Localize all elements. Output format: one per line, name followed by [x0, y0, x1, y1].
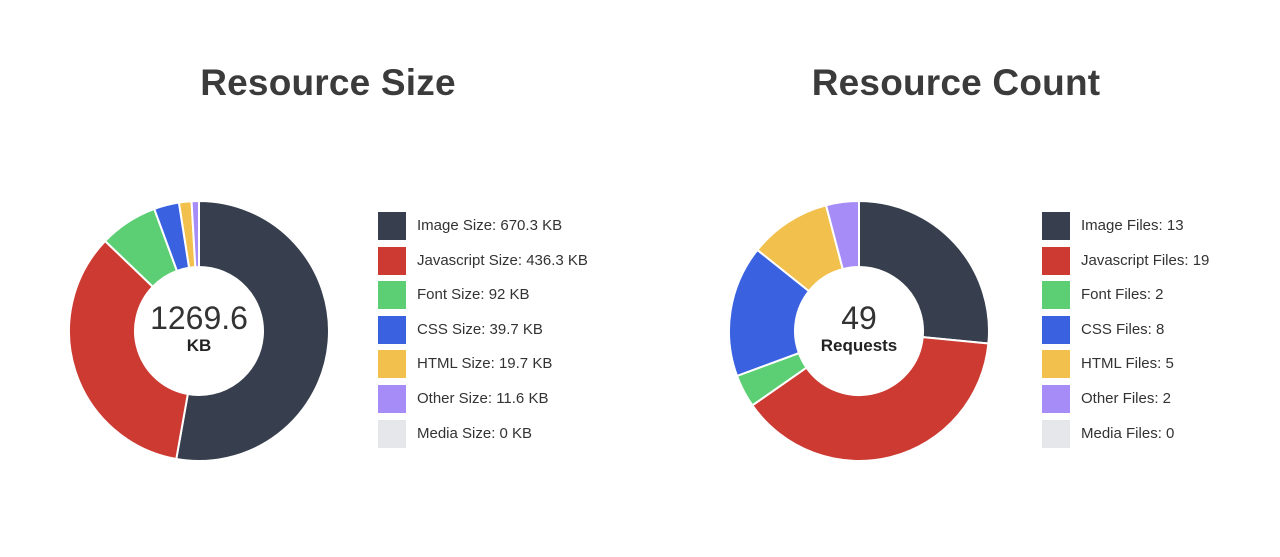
- legend-label: HTML Size: 19.7 KB: [417, 355, 553, 373]
- legend-swatch: [378, 212, 406, 240]
- legend-label: Javascript Size: 436.3 KB: [417, 251, 588, 269]
- donut-slice-javascript-size[interactable]: [68, 239, 189, 461]
- chart-title: Resource Count: [811, 62, 1101, 103]
- legend-label: CSS Size: 39.7 KB: [417, 320, 543, 338]
- donut-slice-javascript-files[interactable]: [750, 336, 990, 462]
- center-unit-label: KB: [186, 336, 212, 355]
- legend-label: HTML Files: 5: [1081, 355, 1174, 373]
- resource-size-donut-svg: [68, 199, 330, 462]
- legend-swatch: [1042, 385, 1070, 413]
- donut-center-label: 1269.6 KB: [67, 302, 331, 354]
- donut-center-label: 49 Requests: [727, 302, 991, 354]
- legend-swatch: [1042, 315, 1070, 344]
- chart-title: Resource Size: [200, 62, 456, 103]
- donut-slice-image-size[interactable]: [175, 199, 330, 462]
- legend-label: Font Files: 2: [1081, 286, 1164, 304]
- resource-size-panel: Resource Size 1269.6 KB Image Size: 670.…: [67, 62, 588, 463]
- legend-label: Image Size: 670.3 KB: [417, 217, 563, 234]
- donut-slice-other-files[interactable]: [824, 199, 860, 271]
- legend-label: Other Files: 2: [1081, 390, 1172, 407]
- donut-slice-css-files[interactable]: [728, 248, 811, 378]
- center-total-value: 49: [841, 300, 877, 336]
- legend-label: Font Size: 92 KB: [417, 286, 530, 304]
- legend-swatch: [1042, 212, 1070, 240]
- legend-label: Image Files: 13: [1081, 217, 1184, 234]
- resource-size-donut: 1269.6 KB: [67, 199, 331, 463]
- legend-label: Other Size: 11.6 KB: [417, 390, 549, 407]
- legend-swatch: [1042, 246, 1070, 275]
- legend-swatch: [378, 419, 406, 448]
- legend-swatch: [378, 385, 406, 413]
- center-total-value: 1269.6: [150, 300, 248, 336]
- legend-label: Media Files: 0: [1081, 424, 1175, 442]
- legend-label: Media Size: 0 KB: [417, 424, 533, 442]
- legend-swatch: [1042, 350, 1070, 379]
- legend-swatch: [378, 246, 406, 275]
- legend-label: CSS Files: 8: [1081, 320, 1165, 338]
- donut-slice-image-files[interactable]: [858, 199, 990, 345]
- resource-count-panel: Resource Count 49 Requests Image Files: …: [640, 0, 1280, 557]
- center-unit-label: Requests: [820, 336, 898, 355]
- resource-count-donut: 49 Requests: [727, 199, 991, 463]
- donut-slice-other-size[interactable]: [190, 199, 200, 269]
- legend-swatch: [378, 315, 406, 344]
- legend-label: Javascript Files: 19: [1081, 251, 1210, 269]
- legend-swatch: [378, 281, 406, 310]
- legend-swatch: [1042, 419, 1070, 448]
- resource-count-donut-svg: [728, 199, 990, 462]
- legend-swatch: [1042, 281, 1070, 310]
- legend-swatch: [378, 350, 406, 379]
